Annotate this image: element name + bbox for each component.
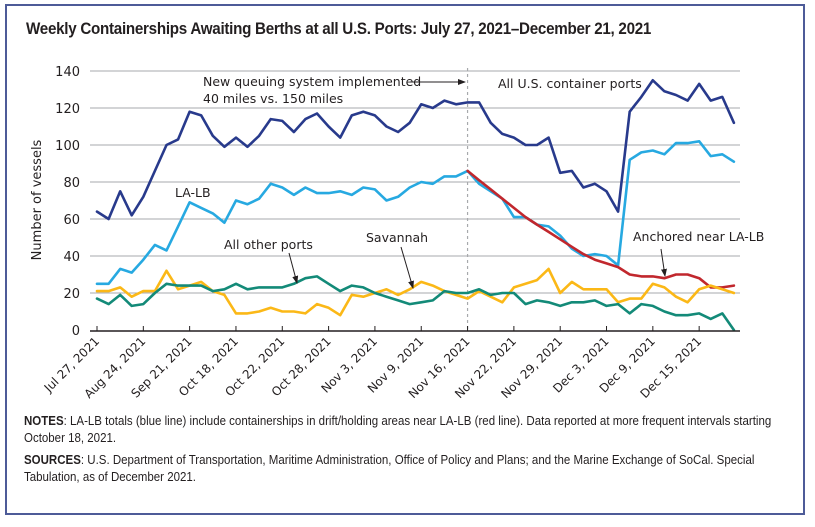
y-tick-labels: 0 20 40 60 80 100 120 140	[55, 65, 80, 339]
series-line-anchored-near-la-lb	[466, 169, 736, 289]
series-line-la-lb	[95, 140, 736, 286]
annotation-savannah-arrow	[400, 246, 414, 289]
annotation-all-other-ports: All other ports	[224, 237, 313, 252]
x-axis	[90, 326, 740, 332]
series-line-all-u-s-container-ports	[95, 79, 736, 221]
chart-title: Weekly Containerships Awaiting Berths at…	[26, 20, 652, 38]
series-line-savannah	[95, 267, 736, 317]
y-tick-label: 60	[63, 213, 80, 228]
sources-label: SOURCES	[24, 453, 81, 467]
notes-text: : LA-LB totals (blue line) include conta…	[24, 414, 772, 445]
figure-frame	[5, 4, 805, 515]
sources-text: : U.S. Department of Transportation, Mar…	[24, 453, 755, 484]
series-line-all-other-ports	[95, 275, 736, 332]
annotation-savannah: Savannah	[366, 230, 428, 245]
sources-paragraph: SOURCES: U.S. Department of Transportati…	[24, 452, 778, 486]
annotation-anchored: Anchored near LA-LB	[633, 229, 764, 244]
y-tick-label: 40	[63, 250, 80, 265]
annotation-all-us-ports: All U.S. container ports	[498, 76, 642, 91]
annotation-la-lb: LA-LB	[175, 185, 211, 200]
annotation-queue-line-2: 40 miles vs. 150 miles	[203, 91, 343, 106]
y-tick-label: 140	[55, 65, 80, 80]
y-tick-label: 20	[63, 287, 80, 302]
notes-label: NOTES	[24, 414, 64, 428]
notes-block: NOTES: LA-LB totals (blue line) include …	[24, 413, 771, 491]
series-lines	[95, 79, 736, 332]
annotation-anchored-arrow	[660, 248, 667, 277]
annotations: New queuing system implemented 40 miles v…	[175, 74, 764, 289]
notes-paragraph: NOTES: LA-LB totals (blue line) include …	[24, 413, 778, 447]
y-tick-label: 120	[55, 102, 80, 117]
y-tick-label: 80	[63, 176, 80, 191]
annotation-queue-line-1: New queuing system implemented	[203, 74, 421, 89]
y-axis-label: Number of vessels	[30, 139, 45, 260]
gridlines	[90, 70, 740, 294]
annotation-other-arrow	[288, 252, 299, 284]
y-tick-label: 0	[72, 324, 80, 339]
y-tick-label: 100	[55, 139, 80, 154]
